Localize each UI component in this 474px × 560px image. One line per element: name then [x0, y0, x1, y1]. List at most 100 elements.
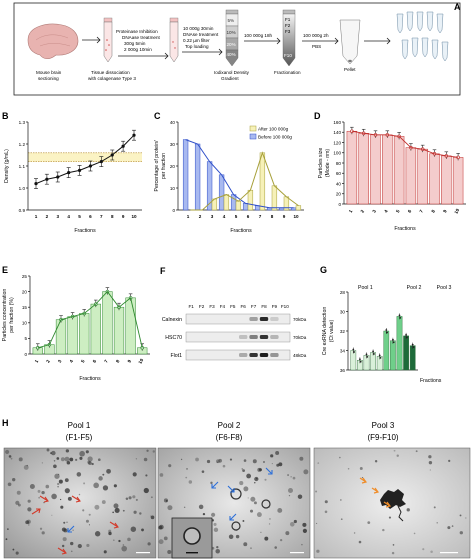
y-tick-label: 15 [22, 305, 28, 310]
vesicle-speck [57, 482, 60, 486]
x-tick-label: 4 [383, 209, 389, 214]
vesicle-speck [246, 473, 252, 479]
vesicle-speck [88, 524, 91, 526]
vesicle-speck [121, 545, 128, 552]
bar [441, 155, 452, 205]
panel-g-chart: G 36 34 32 30 28 Cre exRNA detection (Ct value)… [320, 265, 451, 384]
x-tick-label: 7 [103, 359, 109, 364]
arrow-6-icon [364, 37, 391, 45]
vesicle-speck [340, 499, 342, 501]
y-tick-label: 1.0 [19, 186, 26, 191]
vesicle-speck [85, 450, 89, 454]
panel-h-micrographs: H Pool 1 (F1-F5) Pool 2 (F6-F8) Pool 3 (… [2, 418, 471, 559]
vesicle-speck [108, 531, 112, 536]
vesicle-speck [396, 454, 399, 457]
vesicle-speck [27, 507, 32, 512]
vesicle-speck [139, 512, 142, 515]
vesicle-speck [27, 499, 31, 503]
vesicle-speck [16, 490, 21, 495]
vesicle-speck [57, 486, 59, 488]
vesicle-speck [269, 518, 271, 520]
blot-strip [185, 349, 291, 361]
vesicle-speck [127, 537, 131, 542]
x-axis-label: Fractions [74, 228, 96, 234]
blot-band [239, 335, 248, 339]
gradient-label-40: 40% [227, 52, 236, 57]
vesicle-speck [112, 511, 114, 514]
bar [405, 147, 417, 205]
y-tick-label: 10 [22, 321, 28, 326]
blot-kda-label: 70kDa [293, 335, 307, 340]
y-tick-label: 20 [22, 289, 28, 294]
bar-before [194, 143, 201, 211]
lane-label: F2 [199, 304, 205, 309]
bar [393, 136, 405, 205]
bar [125, 297, 136, 355]
x-axis-label: Fractions [420, 378, 442, 384]
vesicle-speck [58, 479, 63, 484]
vesicle-speck [302, 528, 308, 533]
vesicle-speck [183, 506, 186, 509]
vesicle-speck [41, 531, 45, 535]
panel-label-d: D [314, 111, 321, 121]
y-tick-label: 34 [340, 348, 346, 353]
vesicle-speck [447, 526, 451, 530]
bar [417, 148, 428, 205]
vesicle-speck [210, 481, 213, 485]
ct-point [379, 356, 382, 359]
y-tick-label: 28 [340, 290, 346, 295]
bar [346, 130, 358, 205]
vesicle-speck [428, 460, 433, 465]
x-tick-label: 5 [235, 214, 238, 219]
vesicle-speck [5, 538, 8, 541]
vesicle-speck [289, 522, 295, 527]
bar [55, 319, 67, 355]
blot-band [270, 353, 279, 357]
y-tick-label: 1.1 [19, 164, 26, 169]
panel-label-e: E [2, 265, 8, 275]
blot-strip [185, 331, 291, 343]
vesicle-speck [158, 525, 163, 530]
vesicle-speck [66, 521, 68, 523]
y-tick-label: 10 [170, 186, 176, 191]
vesicle-speck [168, 464, 172, 468]
step3-below-1: Iodixanol Density [214, 70, 250, 75]
vesicle-speck [62, 537, 67, 542]
density-band [28, 152, 142, 162]
bar-after [223, 194, 230, 211]
bar [79, 313, 90, 355]
x-tick-label: 7 [259, 214, 262, 219]
line-after [190, 151, 299, 211]
step4-below-1: Fractionation [274, 70, 301, 75]
vesicle-speck [77, 543, 82, 549]
y-tick-label: 60 [336, 171, 342, 176]
vesicle-speck [113, 503, 119, 509]
legend-swatch-before [249, 133, 257, 140]
vesicle-speck [367, 521, 371, 525]
x-tick-label: 3 [211, 214, 214, 219]
x-tick-label: 6 [89, 214, 92, 219]
vesicle-speck [53, 464, 57, 469]
legend-swatch-after [249, 125, 257, 132]
step3-above-2: DNAse treatment [183, 32, 219, 37]
vesicle-speck [63, 521, 66, 524]
arrow-3-icon [182, 48, 223, 56]
vesicle-speck [17, 503, 21, 507]
vesicle-speck [465, 517, 467, 519]
density-point [77, 168, 82, 172]
x-tick-label: 4 [68, 359, 74, 364]
vesicle-speck [29, 483, 35, 489]
vesicle-speck [195, 457, 199, 462]
vesicle-speck [288, 488, 293, 494]
density-point [45, 177, 49, 181]
vesicle-speck [415, 450, 418, 453]
y-axis-label: Cre exRNA detection [322, 307, 328, 356]
vesicle-speck [213, 522, 217, 526]
vesicle-speck [271, 462, 273, 465]
vesicle-speck [54, 473, 60, 479]
blot-band [259, 317, 269, 321]
density-point [67, 171, 71, 175]
x-tick-label: 5 [78, 214, 81, 219]
vesicle-speck [79, 450, 85, 457]
ct-point [359, 360, 362, 363]
